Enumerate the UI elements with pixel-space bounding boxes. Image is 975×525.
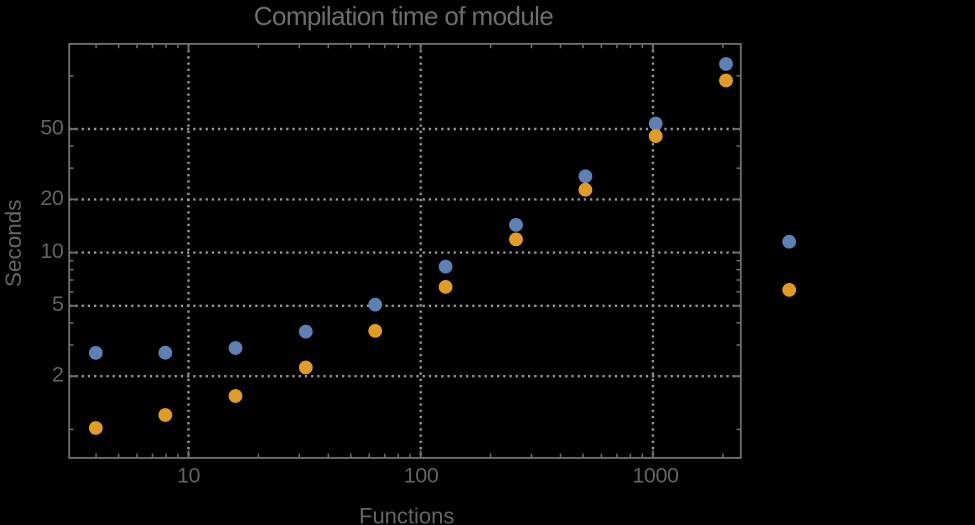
svg-text:2: 2 <box>52 363 64 387</box>
svg-text:50: 50 <box>40 115 64 139</box>
svg-text:Functions: Functions <box>359 504 454 525</box>
svg-text:20: 20 <box>40 186 64 210</box>
svg-text:Compilation time of module: Compilation time of module <box>254 1 554 31</box>
svg-text:100: 100 <box>404 464 439 488</box>
svg-text:10: 10 <box>177 464 201 488</box>
svg-text:Seconds: Seconds <box>1 200 26 288</box>
svg-text:1000: 1000 <box>632 464 679 488</box>
svg-text:5: 5 <box>52 292 64 316</box>
svg-text:10: 10 <box>40 239 64 263</box>
